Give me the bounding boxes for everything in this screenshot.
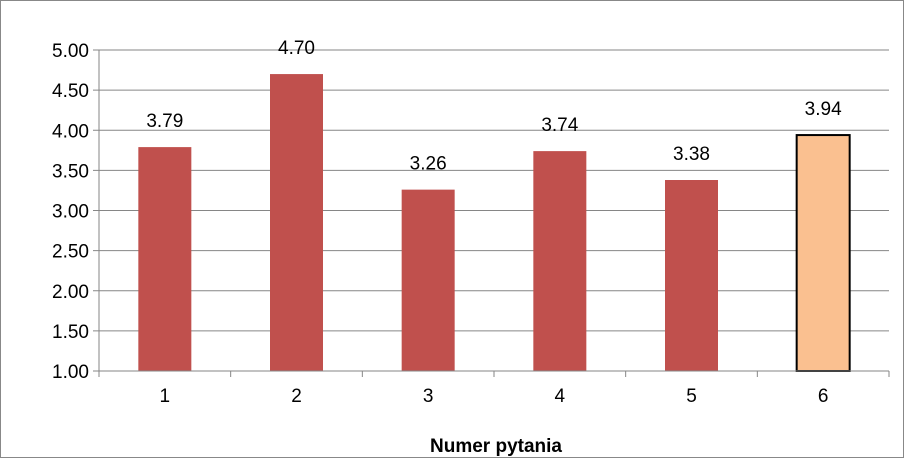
- axes: [93, 49, 890, 377]
- data-label: 3.79: [146, 111, 183, 132]
- y-tick-label: 1.50: [52, 322, 89, 343]
- bars: [138, 74, 851, 372]
- bar-5: [665, 180, 718, 371]
- bar-4: [533, 151, 587, 371]
- data-label: 3.74: [541, 115, 578, 136]
- x-tick-label: 4: [555, 386, 566, 407]
- y-tick-label: 2.50: [52, 242, 89, 263]
- labels: 1.00 1.50 2.00 2.50 3.00 3.50 4.00 4.50 5.00 1 3.7…: [52, 38, 842, 407]
- data-label: 3.26: [410, 154, 447, 175]
- y-tick-label: 2.00: [52, 282, 89, 303]
- y-tick-label: 3.50: [52, 161, 89, 182]
- y-tick-label: 1.00: [52, 362, 89, 383]
- x-tick-label: 2: [291, 386, 302, 407]
- y-tick-label: 5.00: [52, 41, 89, 62]
- gridlines: [99, 49, 889, 332]
- y-tick-label: 3.00: [52, 202, 89, 223]
- data-label: 3.38: [673, 144, 710, 165]
- x-tick-label: 3: [423, 386, 434, 407]
- bar-3: [401, 189, 455, 371]
- y-tick-label: 4.00: [52, 121, 89, 142]
- bar-6: [795, 134, 851, 372]
- x-tick-label: 1: [160, 386, 171, 407]
- x-tick-label: 6: [818, 386, 829, 407]
- x-tick-label: 5: [686, 386, 697, 407]
- x-axis-title: Numer pytania: [430, 436, 562, 457]
- data-label: 3.94: [805, 99, 842, 120]
- bar-1: [138, 147, 192, 371]
- data-label: 4.70: [278, 38, 315, 59]
- bar-2: [270, 74, 323, 371]
- y-tick-label: 4.50: [52, 81, 89, 102]
